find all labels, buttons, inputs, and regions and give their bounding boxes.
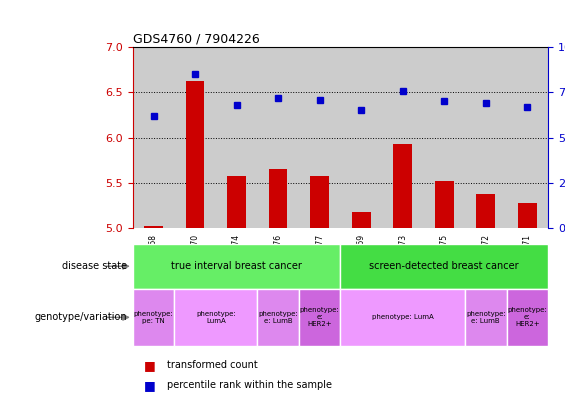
Bar [299,47,340,228]
Text: phenotype:
e: LumB: phenotype: e: LumB [466,311,506,324]
Bar [507,47,548,228]
Text: GDS4760 / 7904226: GDS4760 / 7904226 [133,33,259,46]
Bar [299,289,340,346]
Bar [133,47,174,228]
Bar [518,203,537,228]
Text: transformed count: transformed count [167,360,258,371]
Bar [340,289,465,346]
Text: phenotype:
pe: TN: phenotype: pe: TN [134,311,173,324]
Text: true interval breast cancer: true interval breast cancer [171,261,302,271]
Text: ■: ■ [144,359,156,372]
Bar [133,289,174,346]
Text: phenotype: LumA: phenotype: LumA [372,314,433,320]
Text: phenotype:
e: LumB: phenotype: e: LumB [258,311,298,324]
Bar [382,47,424,228]
Bar [465,47,507,228]
Bar [340,47,382,228]
Bar [507,289,548,346]
Text: disease state: disease state [62,261,127,271]
Bar [144,226,163,228]
Text: phenotype:
e:
HER2+: phenotype: e: HER2+ [507,307,547,327]
Bar [174,47,216,228]
Bar [435,181,454,228]
Text: percentile rank within the sample: percentile rank within the sample [167,380,332,390]
Bar [424,47,465,228]
Bar [465,289,507,346]
Bar [133,244,340,289]
Bar [216,47,257,228]
Bar [227,176,246,228]
Bar [476,194,495,228]
Text: genotype/variation: genotype/variation [34,312,127,322]
Bar [174,289,258,346]
Bar [258,289,299,346]
Bar [310,176,329,228]
Bar [340,244,548,289]
Bar [352,212,371,228]
Bar [393,144,412,228]
Text: screen-detected breast cancer: screen-detected breast cancer [370,261,519,271]
Text: ■: ■ [144,378,156,392]
Bar [269,169,288,228]
Bar [186,81,205,228]
Text: phenotype:
LumA: phenotype: LumA [196,311,236,324]
Bar [258,47,299,228]
Text: phenotype:
e:
HER2+: phenotype: e: HER2+ [300,307,340,327]
